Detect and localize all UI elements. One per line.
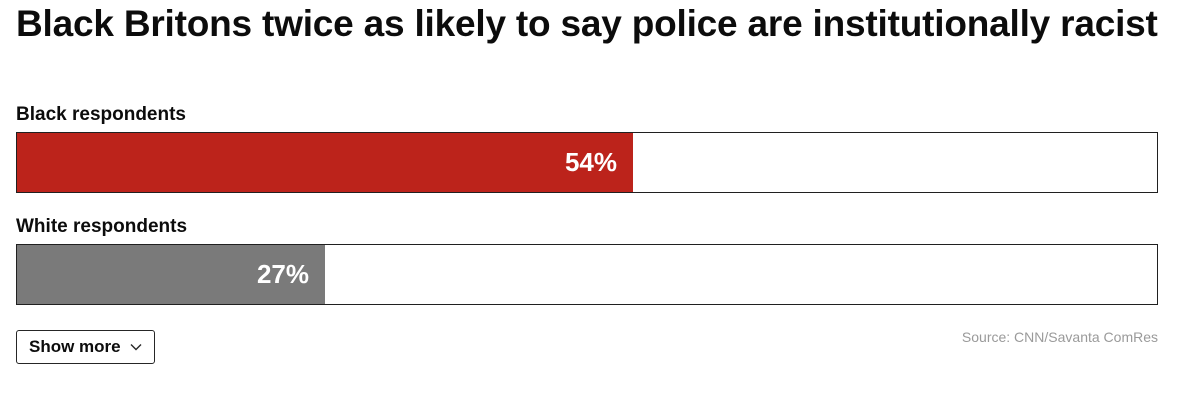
bar-label-black-respondents: Black respondents <box>16 104 186 125</box>
chevron-down-icon <box>130 344 142 351</box>
chart-title: Black Britons twice as likely to say pol… <box>16 3 1158 44</box>
bar-value-label-white: 27% <box>256 259 309 289</box>
bar-black-respondents <box>17 133 633 192</box>
bar-track-black: 54% <box>16 132 1158 193</box>
show-more-button[interactable]: Show more <box>16 330 155 364</box>
bar-group-white: White respondents 27% <box>16 216 1158 305</box>
source-note: Source: CNN/Savanta ComRes <box>961 329 1158 345</box>
bar-label-white-respondents: White respondents <box>16 216 188 237</box>
bar-group-black: Black respondents 54% <box>16 104 1158 193</box>
show-more-label: Show more <box>29 337 121 356</box>
bar-white-respondents <box>17 245 325 304</box>
bar-track-white: 27% <box>16 244 1158 305</box>
bar-value-label-black: 54% <box>564 147 617 177</box>
